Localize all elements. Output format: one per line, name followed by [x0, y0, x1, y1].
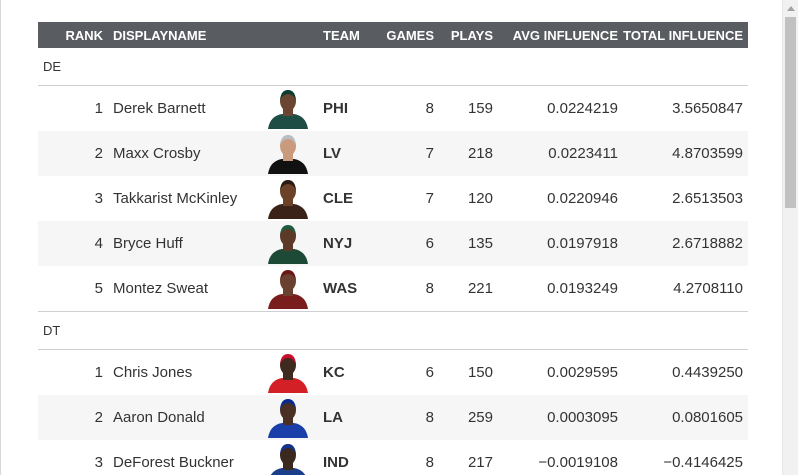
games-cell: 6 — [425, 364, 434, 381]
plays-cell: 217 — [467, 454, 493, 471]
headshot-cell — [266, 176, 310, 221]
player-headshot-icon — [270, 443, 306, 475]
total-influence-cell: 0.0801605 — [672, 409, 743, 426]
team-cell: KC — [323, 364, 345, 381]
games-cell: 6 — [425, 235, 434, 252]
table-row[interactable]: 2 Maxx Crosby LV 7 218 0.0223411 4.8703599 — [38, 131, 748, 176]
avg-influence-cell: 0.0193249 — [547, 280, 618, 297]
table-row[interactable]: 1 Derek Barnett PHI 8 159 0.0224219 3.5650847 — [38, 86, 748, 131]
group-label: DE — [43, 59, 62, 74]
total-influence-cell: 4.8703599 — [672, 145, 743, 162]
headshot-cell — [266, 266, 310, 311]
plays-cell: 150 — [467, 364, 493, 381]
avg-influence-cell: 0.0223411 — [548, 145, 618, 162]
total-influence-cell: −0.4146425 — [663, 454, 743, 471]
column-header-avg-influence[interactable]: AVG INFLUENCE — [512, 27, 618, 43]
table-row[interactable]: 4 Bryce Huff NYJ 6 135 0.0197918 2.6718882 — [38, 221, 748, 266]
games-cell: 8 — [425, 409, 434, 426]
headshot-cell — [266, 350, 310, 395]
table-row[interactable]: 3 Takkarist McKinley CLE 7 120 0.0220946 2.651… — [38, 176, 748, 221]
plays-cell: 159 — [467, 100, 493, 117]
player-headshot-icon — [268, 89, 308, 129]
influence-table: RANK DISPLAYNAME TEAM GAMES PLAYS AVG IN… — [38, 22, 748, 475]
games-cell: 8 — [425, 280, 434, 297]
table-row[interactable]: 3 DeForest Buckner IND 8 217 −0.0019108 −0.414… — [38, 440, 748, 475]
scroll-up-arrow-icon[interactable] — [783, 0, 798, 17]
games-cell: 7 — [425, 190, 434, 207]
table-header: RANK DISPLAYNAME TEAM GAMES PLAYS AVG IN… — [38, 22, 748, 48]
player-name-cell: DeForest Buckner — [113, 454, 234, 471]
avg-influence-cell: −0.0019108 — [538, 454, 618, 471]
rank-cell: 2 — [94, 145, 103, 162]
headshot-cell — [266, 221, 310, 266]
games-cell: 7 — [425, 145, 434, 162]
scrollbar-thumb[interactable] — [785, 17, 796, 208]
team-cell: LA — [323, 409, 343, 426]
team-cell: CLE — [323, 190, 353, 207]
column-header-displayname[interactable]: DISPLAYNAME — [113, 27, 207, 43]
plays-cell: 218 — [467, 145, 493, 162]
games-cell: 8 — [425, 454, 434, 471]
vertical-scrollbar[interactable] — [782, 0, 798, 475]
table-row[interactable]: 2 Aaron Donald LA 8 259 0.0003095 0.0801605 — [38, 395, 748, 440]
plays-cell: 259 — [467, 409, 493, 426]
column-header-team[interactable]: TEAM — [323, 27, 360, 43]
group-label: DT — [43, 323, 61, 338]
total-influence-cell: 4.2708110 — [673, 280, 743, 297]
player-name-cell: Bryce Huff — [113, 235, 183, 252]
player-name-cell: Aaron Donald — [113, 409, 205, 426]
headshot-cell — [266, 131, 310, 176]
table-row[interactable]: 1 Chris Jones KC 6 150 0.0029595 0.4439250 — [38, 350, 748, 395]
total-influence-cell: 3.5650847 — [672, 100, 743, 117]
group-header-row: DT — [38, 312, 748, 350]
player-name-cell: Chris Jones — [113, 364, 193, 381]
player-name-cell: Montez Sweat — [113, 280, 209, 297]
rank-cell: 3 — [94, 454, 103, 471]
total-influence-cell: 0.4439250 — [672, 364, 743, 381]
group-header-row: DE — [38, 48, 748, 86]
column-header-games[interactable]: GAMES — [386, 27, 434, 43]
avg-influence-cell: 0.0224219 — [547, 100, 618, 117]
table-row[interactable]: 5 Montez Sweat WAS 8 221 0.0193249 4.2708110 — [38, 266, 748, 312]
rank-cell: 3 — [94, 190, 103, 207]
rank-cell: 1 — [94, 364, 103, 381]
column-header-rank[interactable]: RANK — [65, 27, 103, 43]
table-viewport: RANK DISPLAYNAME TEAM GAMES PLAYS AVG IN… — [0, 0, 748, 475]
plays-cell: 135 — [467, 235, 493, 252]
team-cell: NYJ — [323, 235, 353, 252]
headshot-cell — [266, 440, 310, 475]
rank-cell: 4 — [94, 235, 103, 252]
total-influence-cell: 2.6718882 — [672, 235, 743, 252]
column-header-total-influence[interactable]: TOTAL INFLUENCE — [623, 27, 743, 43]
total-influence-cell: 2.6513503 — [672, 190, 743, 207]
avg-influence-cell: 0.0197918 — [547, 235, 618, 252]
player-headshot-icon — [268, 179, 308, 219]
games-cell: 8 — [425, 100, 434, 117]
rank-cell: 2 — [94, 409, 103, 426]
team-cell: LV — [323, 145, 342, 162]
rank-cell: 5 — [94, 280, 103, 297]
avg-influence-cell: 0.0003095 — [547, 409, 618, 426]
player-headshot-icon — [268, 353, 308, 393]
player-name-cell: Derek Barnett — [113, 100, 206, 117]
table-body: DE 1 Derek Barnett PHI 8 159 0.0224219 3.565084… — [38, 48, 748, 475]
player-name-cell: Maxx Crosby — [113, 145, 201, 162]
player-headshot-icon — [268, 269, 308, 309]
column-header-plays[interactable]: PLAYS — [450, 27, 493, 43]
rank-cell: 1 — [94, 100, 103, 117]
plays-cell: 120 — [467, 190, 493, 207]
headshot-cell — [266, 86, 310, 131]
avg-influence-cell: 0.0029595 — [547, 364, 618, 381]
player-headshot-icon — [268, 134, 308, 174]
player-headshot-icon — [268, 224, 308, 264]
team-cell: WAS — [323, 280, 358, 297]
player-headshot-icon — [268, 398, 308, 438]
team-cell: IND — [323, 454, 349, 471]
plays-cell: 221 — [467, 280, 493, 297]
player-name-cell: Takkarist McKinley — [113, 190, 238, 207]
avg-influence-cell: 0.0220946 — [547, 190, 618, 207]
headshot-cell — [266, 395, 310, 440]
team-cell: PHI — [323, 100, 349, 117]
